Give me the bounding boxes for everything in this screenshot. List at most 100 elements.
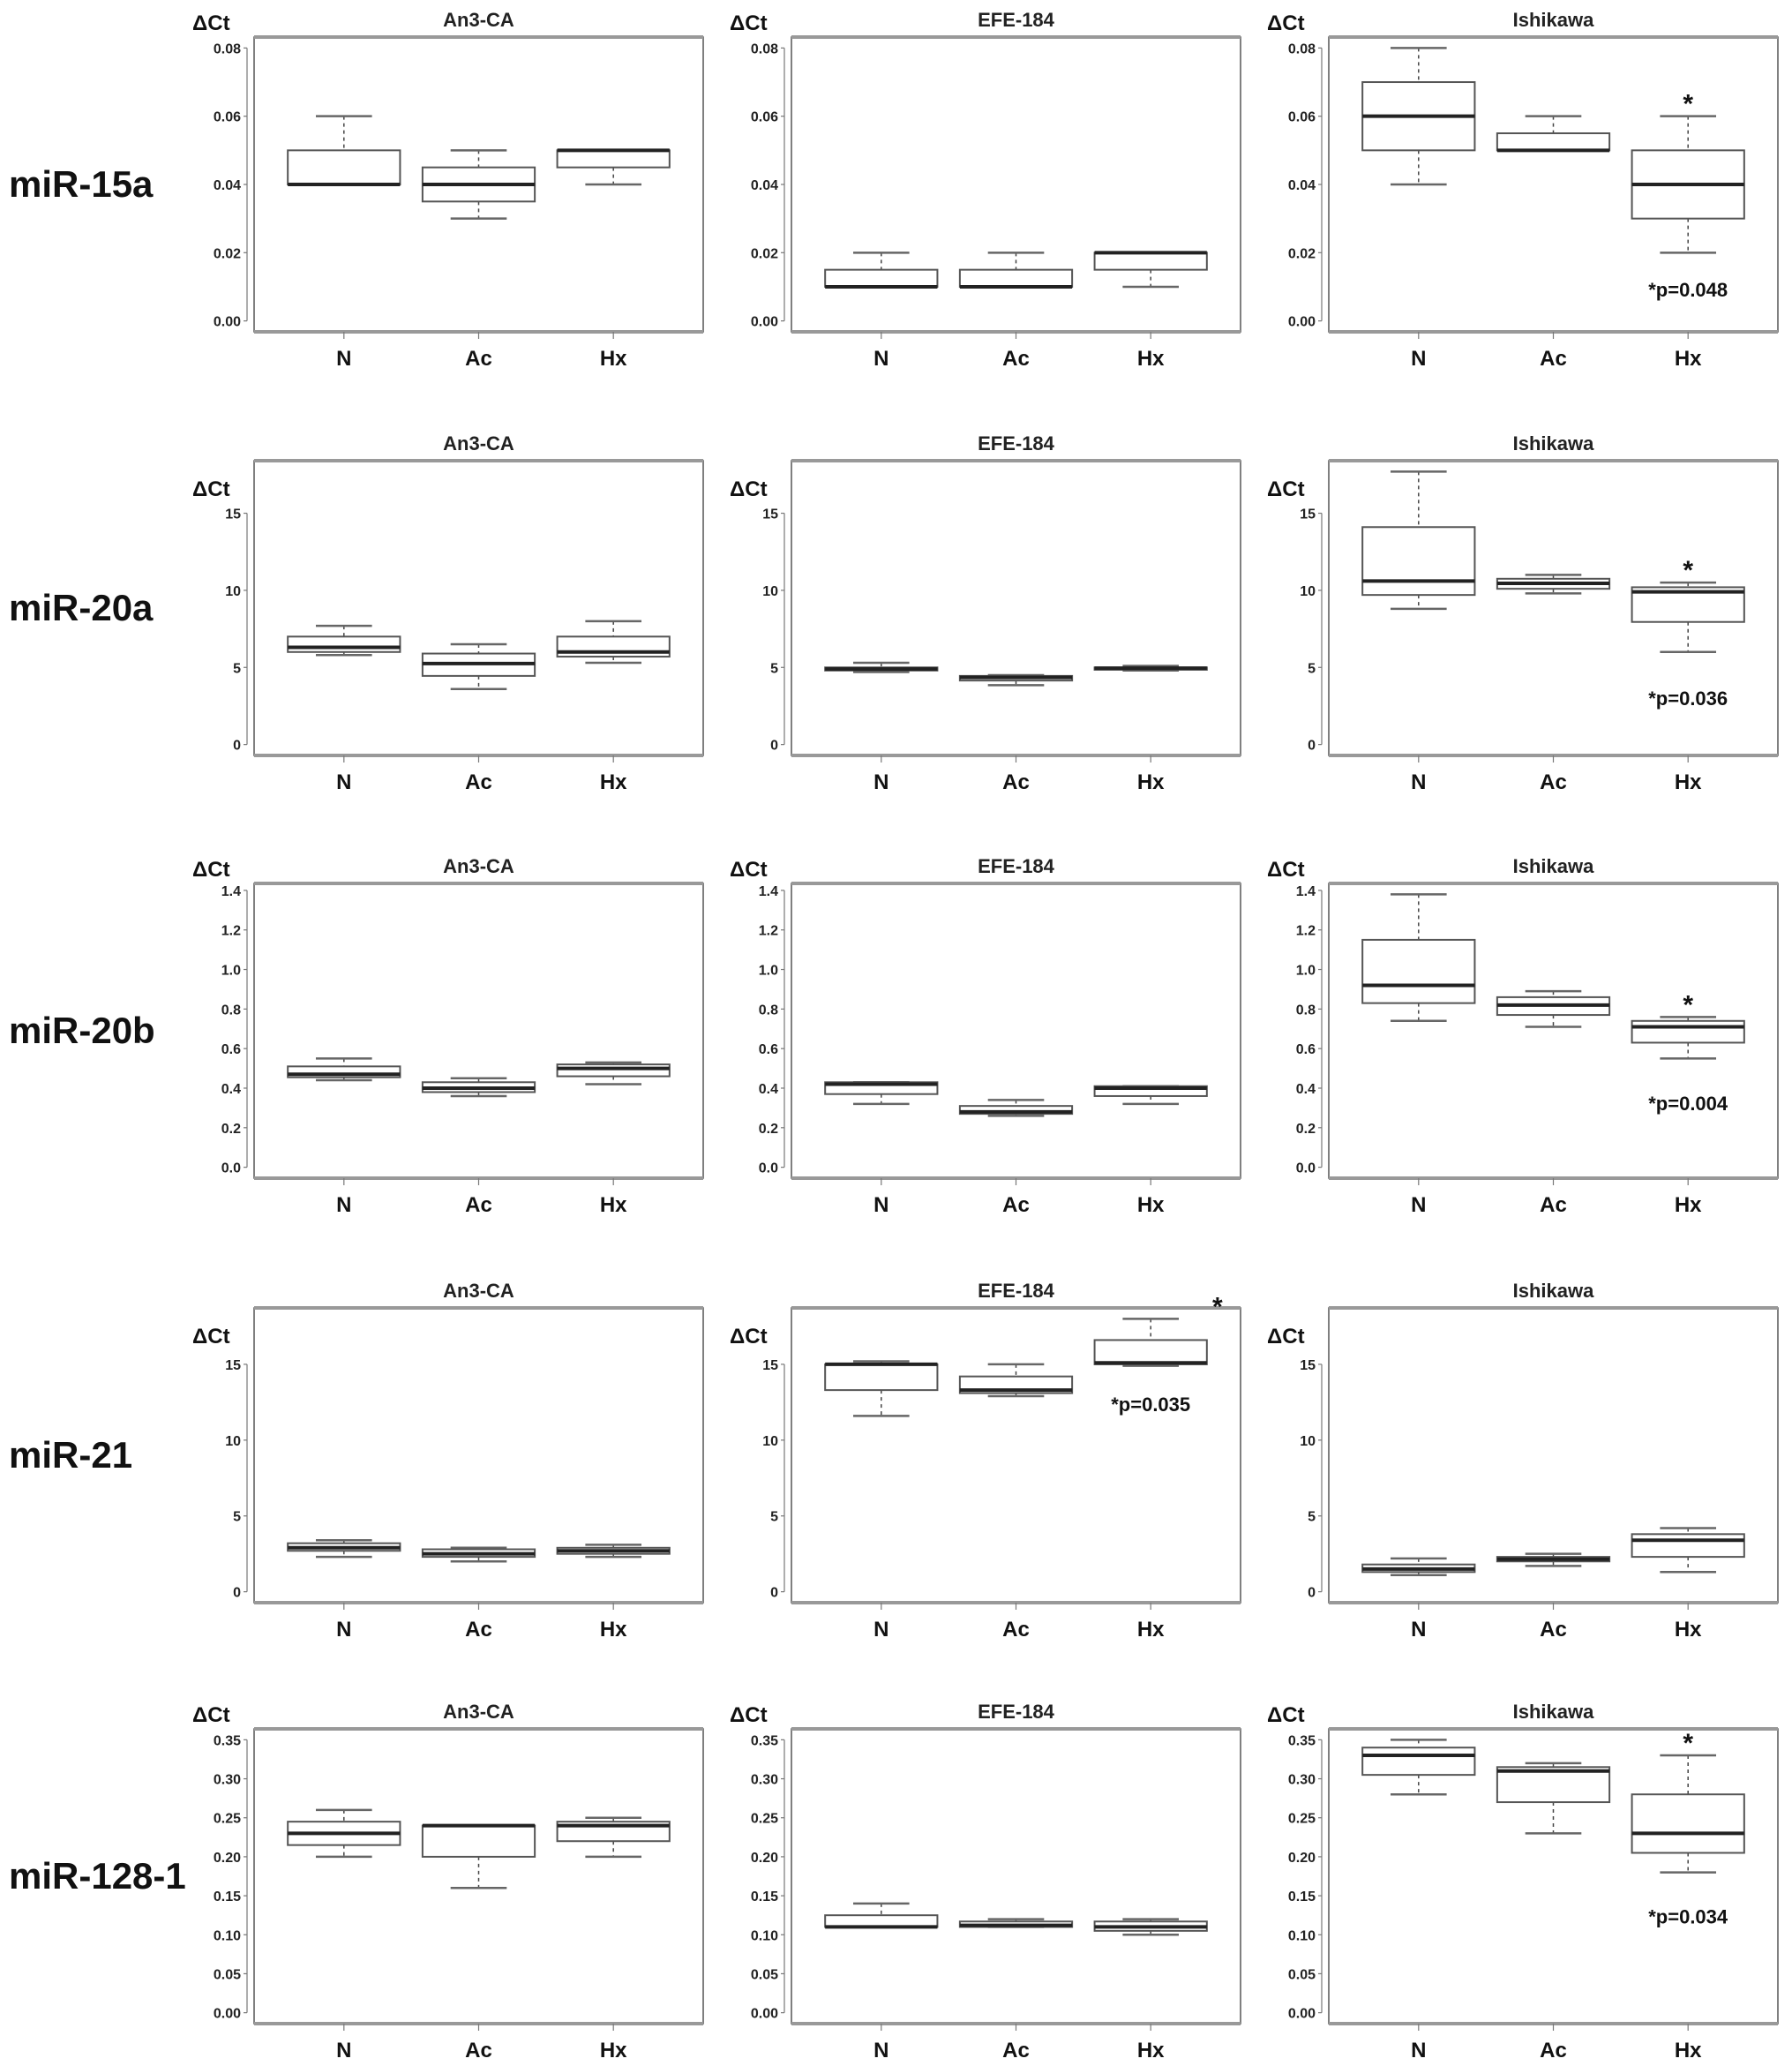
significance-star: * xyxy=(1683,556,1693,585)
box-hx xyxy=(1631,1754,1745,1874)
panel-an3-ca: An3-CA ΔCt 0.00 0.02 0.04 0.06 0.08 N Ac Hx xyxy=(192,9,704,371)
y-tick-label: 15 xyxy=(225,1358,241,1373)
y-tick-label: 0.04 xyxy=(1288,178,1316,193)
box-n xyxy=(287,624,401,657)
x-tick-label: Ac xyxy=(1002,770,1030,794)
panel-title: Ishikawa xyxy=(1513,9,1594,31)
iqr-box xyxy=(1631,1793,1745,1854)
row-label: miR-15a xyxy=(9,163,154,205)
panel-title: Ishikawa xyxy=(1513,1701,1594,1723)
iqr-box xyxy=(287,635,401,653)
box-n xyxy=(824,1360,939,1417)
iqr-box xyxy=(556,1063,671,1078)
x-tick-label: Ac xyxy=(1540,2039,1567,2062)
y-tick-label: 0 xyxy=(1308,739,1316,754)
y-tick-label: 0.25 xyxy=(214,1812,241,1827)
x-tick-label: Ac xyxy=(465,770,492,794)
panel-ishikawa: Ishikawa ΔCt 0.00 0.02 0.04 0.06 0.08 N Ac Hx * *p=… xyxy=(1267,9,1779,371)
box-hx xyxy=(1631,1527,1745,1574)
y-tick-label: 0.2 xyxy=(1296,1122,1316,1137)
box-ac xyxy=(958,1099,1074,1117)
row-label: miR-20b xyxy=(9,1010,155,1051)
iqr-box xyxy=(1361,938,1476,1004)
panel-efe-184: EFE-184 ΔCt 0 5 10 15 N Ac Hx * *p=0.035 xyxy=(730,1280,1241,1642)
y-tick-label: 0.10 xyxy=(214,1928,241,1943)
y-tick-label: 10 xyxy=(225,1434,241,1449)
box-ac xyxy=(1496,1552,1611,1567)
panel-efe-184: EFE-184 ΔCt 0.0 0.2 0.4 0.6 0.8 1.0 1.2 1.4 N Ac Hx xyxy=(730,855,1241,1217)
x-tick-label: N xyxy=(874,770,889,794)
y-tick-label: 5 xyxy=(770,1510,778,1525)
y-tick-label: 10 xyxy=(762,1434,778,1449)
x-tick-label: N xyxy=(1411,1193,1426,1217)
box-hx xyxy=(1631,581,1745,654)
x-tick-label: Hx xyxy=(600,347,627,371)
y-tick-label: 5 xyxy=(1308,1510,1316,1525)
y-tick-label: 0.04 xyxy=(751,178,778,193)
y-tick-label: 0.08 xyxy=(751,41,778,56)
y-axis-label: ΔCt xyxy=(1267,11,1305,35)
panel-efe-184: EFE-184 ΔCt 0.00 0.05 0.10 0.15 0.20 0.25 0.30 0.… xyxy=(730,1701,1241,2062)
y-axis-label: ΔCt xyxy=(192,858,230,882)
box-n xyxy=(1361,470,1476,611)
x-tick-label: Hx xyxy=(1675,770,1702,794)
panel-title: An3-CA xyxy=(443,1280,514,1302)
y-tick-label: 0.8 xyxy=(759,1003,778,1018)
panel-title: An3-CA xyxy=(443,9,514,31)
box-n xyxy=(824,661,939,673)
y-tick-label: 0.02 xyxy=(214,246,241,261)
panel-an3-ca: An3-CA ΔCt 0.00 0.05 0.10 0.15 0.20 0.25 0.30 0.3… xyxy=(192,1701,704,2062)
y-tick-label: 0.25 xyxy=(751,1812,778,1827)
box-hx xyxy=(1631,1016,1745,1060)
y-tick-label: 0.15 xyxy=(214,1889,241,1904)
y-tick-label: 0.6 xyxy=(221,1042,241,1057)
box-n xyxy=(824,1081,939,1106)
panel-ishikawa: Ishikawa ΔCt 0 5 10 15 N Ac Hx * *p=0.036 xyxy=(1267,432,1779,794)
y-tick-label: 0.0 xyxy=(221,1161,241,1176)
y-tick-label: 0.8 xyxy=(221,1003,241,1018)
y-axis-label: ΔCt xyxy=(192,1325,230,1349)
iqr-box xyxy=(1496,132,1611,152)
y-axis-label: ΔCt xyxy=(1267,858,1305,882)
x-tick-label: Hx xyxy=(1137,770,1165,794)
box-n xyxy=(1361,47,1476,186)
y-tick-label: 0.2 xyxy=(221,1122,241,1137)
y-tick-label: 5 xyxy=(233,1510,241,1525)
panel-title: An3-CA xyxy=(443,1701,514,1723)
panel-title: EFE-184 xyxy=(978,1280,1055,1302)
y-tick-label: 0.8 xyxy=(1296,1003,1316,1018)
x-tick-label: Ac xyxy=(465,2039,492,2062)
y-tick-label: 0.10 xyxy=(1288,1928,1316,1943)
x-tick-label: Hx xyxy=(600,1618,627,1642)
box-ac xyxy=(958,673,1074,687)
box-n xyxy=(287,1808,401,1859)
y-tick-label: 1.2 xyxy=(759,924,778,939)
y-tick-label: 0.10 xyxy=(751,1928,778,1943)
y-tick-label: 0.06 xyxy=(751,110,778,125)
panel-title: EFE-184 xyxy=(978,855,1055,877)
y-tick-label: 0 xyxy=(770,1586,778,1601)
y-tick-label: 1.0 xyxy=(1296,964,1316,979)
y-tick-label: 0.06 xyxy=(214,110,241,125)
y-axis-label: ΔCt xyxy=(192,11,230,35)
y-axis-label: ΔCt xyxy=(1267,477,1305,501)
iqr-box xyxy=(1093,252,1208,271)
panel-title: Ishikawa xyxy=(1513,1280,1594,1302)
box-ac xyxy=(1496,115,1611,153)
box-ac xyxy=(421,1077,536,1098)
x-tick-label: N xyxy=(1411,2039,1426,2062)
panel-an3-ca: An3-CA ΔCt 0 5 10 15 N Ac Hx xyxy=(192,432,704,794)
y-tick-label: 0.00 xyxy=(1288,2007,1316,2022)
y-axis-label: ΔCt xyxy=(730,858,768,882)
box-hx xyxy=(1093,1085,1208,1106)
x-tick-label: N xyxy=(336,1193,351,1217)
panel-efe-184: EFE-184 ΔCt 0.00 0.02 0.04 0.06 0.08 N Ac Hx xyxy=(730,9,1241,371)
y-tick-label: 0.06 xyxy=(1288,110,1316,125)
x-tick-label: Ac xyxy=(465,1618,492,1642)
x-tick-label: N xyxy=(1411,770,1426,794)
y-tick-label: 15 xyxy=(762,507,778,522)
y-tick-label: 0 xyxy=(770,739,778,754)
x-tick-label: Hx xyxy=(600,2039,627,2062)
x-tick-label: Ac xyxy=(465,1193,492,1217)
